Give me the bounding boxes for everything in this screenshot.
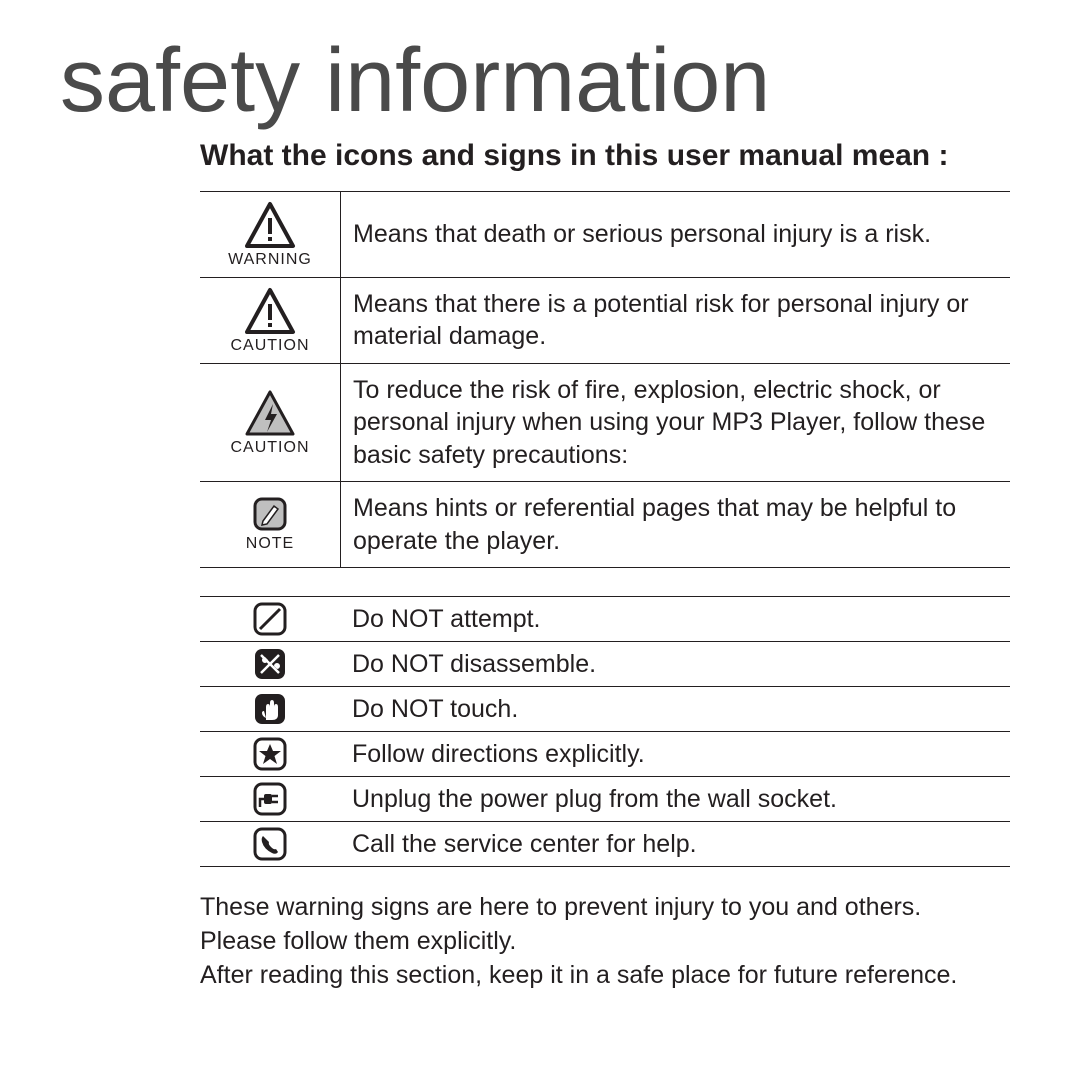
action-icon-cell [200, 687, 340, 732]
action-icon-cell [200, 642, 340, 687]
legend-description: Means hints or referential pages that ma… [341, 482, 1011, 568]
legend-icon-label: NOTE [200, 534, 340, 555]
table-row: Unplug the power plug from the wall sock… [200, 777, 1010, 822]
warning-triangle-outline-icon [243, 286, 297, 334]
legend-icon-label: WARNING [200, 250, 340, 271]
legend-icon-cell: CAUTION [200, 277, 341, 363]
safety-info-page: safety information What the icons and si… [0, 0, 1080, 1080]
footer-line: After reading this section, keep it in a… [200, 959, 1030, 993]
page-title: safety information [60, 30, 1020, 133]
page-subtitle: What the icons and signs in this user ma… [200, 139, 1020, 173]
action-description: Do NOT touch. [340, 687, 1010, 732]
plug-roundsquare-icon [252, 781, 288, 817]
legend-description: Means that death or serious personal inj… [341, 192, 1011, 278]
legend-icon-label: CAUTION [200, 438, 340, 459]
action-description: Do NOT attempt. [340, 597, 1010, 642]
legend-description: Means that there is a potential risk for… [341, 277, 1011, 363]
shock-triangle-filled-icon [243, 388, 297, 436]
phone-roundsquare-icon [252, 826, 288, 862]
action-icon-cell [200, 732, 340, 777]
disassemble-x-roundsquare-icon [252, 646, 288, 682]
legend-icon-cell: WARNING [200, 192, 341, 278]
note-pencil-roundsquare-icon [252, 496, 288, 532]
footer-line: Please follow them explicitly. [200, 925, 1030, 959]
action-description: Follow directions explicitly. [340, 732, 1010, 777]
legend-icon-cell: CAUTION [200, 363, 341, 482]
table-row: Do NOT disassemble. [200, 642, 1010, 687]
action-icon-cell [200, 777, 340, 822]
action-description: Do NOT disassemble. [340, 642, 1010, 687]
legend-description: To reduce the risk of fire, explosion, e… [341, 363, 1011, 482]
icon-action-table: Do NOT attempt.Do NOT disassemble.Do NOT… [200, 596, 1010, 867]
footer-text: These warning signs are here to prevent … [200, 891, 1030, 992]
table-row: NOTEMeans hints or referential pages tha… [200, 482, 1010, 568]
action-description: Unplug the power plug from the wall sock… [340, 777, 1010, 822]
table-row: WARNINGMeans that death or serious perso… [200, 192, 1010, 278]
hand-roundsquare-icon [252, 691, 288, 727]
slash-roundsquare-icon [252, 601, 288, 637]
legend-icon-cell: NOTE [200, 482, 341, 568]
icon-legend-table: WARNINGMeans that death or serious perso… [200, 191, 1010, 568]
warning-triangle-outline-icon [243, 200, 297, 248]
action-description: Call the service center for help. [340, 822, 1010, 867]
table-row: Follow directions explicitly. [200, 732, 1010, 777]
table-row: CAUTIONMeans that there is a potential r… [200, 277, 1010, 363]
action-icon-cell [200, 822, 340, 867]
table-row: Do NOT touch. [200, 687, 1010, 732]
star-roundsquare-icon [252, 736, 288, 772]
table-row: CAUTIONTo reduce the risk of fire, explo… [200, 363, 1010, 482]
footer-line: These warning signs are here to prevent … [200, 891, 1030, 925]
table-row: Do NOT attempt. [200, 597, 1010, 642]
legend-icon-label: CAUTION [200, 336, 340, 357]
action-icon-cell [200, 597, 340, 642]
table-row: Call the service center for help. [200, 822, 1010, 867]
